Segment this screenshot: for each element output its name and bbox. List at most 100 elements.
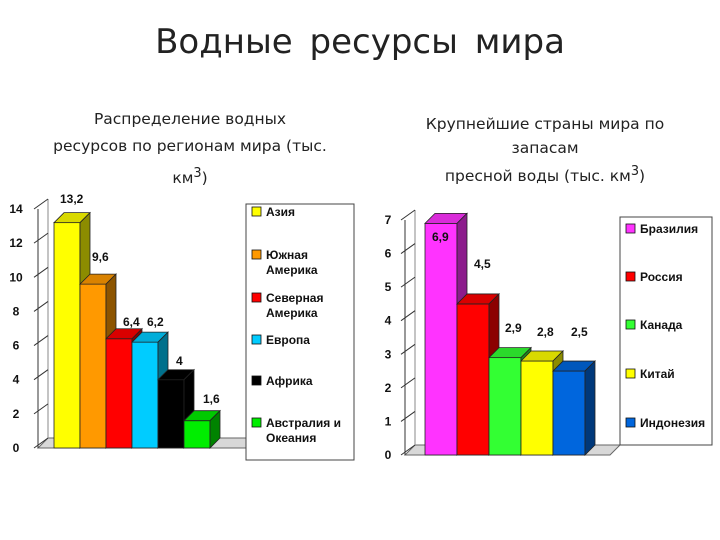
country-legend: Бразилия Россия Канада Китай Индонезия	[619, 216, 713, 446]
left-title-line1: Распределение водных	[93, 110, 287, 128]
legend-swatch	[625, 319, 636, 330]
bar-front	[552, 370, 586, 456]
legend-label: Европа	[266, 333, 310, 347]
bar-side	[584, 360, 596, 456]
y-tick	[400, 209, 416, 221]
legend-label: Северная	[266, 291, 324, 305]
y-tick-label: 4	[385, 314, 392, 328]
country-bar-4	[552, 360, 596, 456]
y-tick-label: 14	[9, 202, 23, 216]
right-title-line3: пресной воды (тыс. км	[444, 167, 631, 186]
bar-front	[157, 379, 185, 449]
legend-swatch	[251, 292, 262, 303]
region-legend: АзияЮжнаяАмерикаСевернаяАмерикаЕвропаАфр…	[245, 203, 355, 461]
bar-front	[131, 341, 159, 449]
region-value-label-5: 1,6	[203, 392, 220, 406]
left-title-line3: км	[172, 169, 194, 188]
bar-side	[209, 409, 221, 449]
legend-label: Америка	[266, 263, 318, 277]
country-value-label-4: 2,5	[571, 325, 588, 339]
right-title-sup: 3	[630, 164, 640, 179]
y-tick	[33, 437, 49, 449]
y-tick	[400, 444, 416, 456]
left-chart-title: Распределение водных ресурсов по региона…	[20, 106, 360, 192]
legend-swatch	[251, 334, 262, 345]
y-tick-label: 0	[13, 441, 20, 455]
y-tick-label: 3	[385, 347, 392, 361]
y-tick	[33, 266, 49, 278]
y-tick	[400, 243, 416, 254]
y-tick	[400, 276, 416, 288]
bar-front	[488, 357, 522, 456]
legend-swatch	[251, 249, 262, 260]
region-value-label-0: 13,2	[60, 192, 84, 206]
left-title-sup: 3	[193, 166, 202, 181]
y-tick-label: 0	[385, 448, 392, 462]
legend-swatch	[625, 368, 636, 379]
legend-label: Россия	[640, 270, 683, 284]
legend-label: Африка	[266, 374, 313, 388]
y-tick-label: 2	[13, 407, 20, 421]
y-tick	[33, 232, 49, 244]
bar-front	[183, 420, 211, 449]
bar-front	[79, 283, 107, 449]
y-tick-label: 6	[13, 339, 20, 353]
y-tick	[33, 335, 49, 346]
y-tick	[33, 403, 49, 415]
right-title-close: )	[639, 167, 646, 186]
region-value-label-4: 4	[176, 354, 183, 368]
legend-box	[245, 203, 355, 461]
legend-swatch	[625, 271, 636, 282]
legend-swatch	[625, 223, 636, 234]
right-title-line1: Крупнейшие страны мира по	[425, 115, 665, 133]
legend-label: Бразилия	[640, 222, 698, 236]
y-tick	[33, 198, 49, 210]
region-bar-4	[157, 368, 195, 449]
legend-label: Китай	[640, 367, 675, 381]
country-value-label-1: 4,5	[474, 257, 491, 271]
legend-label: Канада	[640, 318, 683, 332]
countries-chart: 0 1 2 3 4 5 6 7 6,9 4,5 2,9 2,8 2,5 Бразилия Россия Кан…	[385, 209, 713, 462]
country-value-label-3: 2,8	[537, 325, 554, 339]
legend-label: Австралия и	[266, 416, 341, 430]
bar-front	[520, 360, 554, 456]
y-tick-label: 10	[9, 270, 23, 284]
legend-label: Южная	[266, 248, 308, 262]
y-tick-label: 4	[13, 373, 20, 387]
legend-label: Океания	[266, 431, 316, 445]
bar-front	[456, 303, 490, 456]
country-value-label-2: 2,9	[505, 321, 522, 335]
y-tick-label: 2	[385, 381, 392, 395]
country-value-label-0: 6,9	[432, 230, 449, 244]
legend-swatch	[251, 206, 262, 217]
y-tick	[400, 411, 416, 422]
region-bar-5	[183, 409, 221, 449]
region-value-label-1: 9,6	[92, 250, 109, 264]
bar-front	[424, 222, 458, 456]
y-tick-label: 1	[385, 414, 392, 428]
right-title-line2: запасам	[511, 139, 579, 157]
y-tick	[400, 377, 416, 389]
left-title-close: )	[201, 169, 208, 188]
region-value-label-3: 6,2	[147, 315, 164, 329]
legend-swatch	[625, 417, 636, 428]
y-tick-label: 7	[385, 213, 392, 227]
legend-box	[619, 216, 713, 446]
page-title: Водные ресурсы мира	[155, 22, 565, 62]
bar-front	[53, 222, 81, 449]
y-tick-label: 8	[13, 304, 20, 318]
y-tick-label: 12	[9, 236, 23, 250]
y-tick	[33, 301, 49, 312]
right-chart-title: Крупнейшие страны мира по запасам пресно…	[385, 112, 705, 188]
left-title-line2: ресурсов по регионам мира (тыс.	[53, 137, 327, 155]
legend-swatch	[251, 417, 262, 428]
legend-label: Азия	[266, 205, 295, 219]
y-tick	[33, 369, 49, 381]
y-tick	[400, 343, 416, 355]
y-tick-label: 5	[385, 280, 392, 294]
y-tick	[400, 310, 416, 322]
legend-label: Америка	[266, 306, 318, 320]
legend-swatch	[251, 375, 262, 386]
